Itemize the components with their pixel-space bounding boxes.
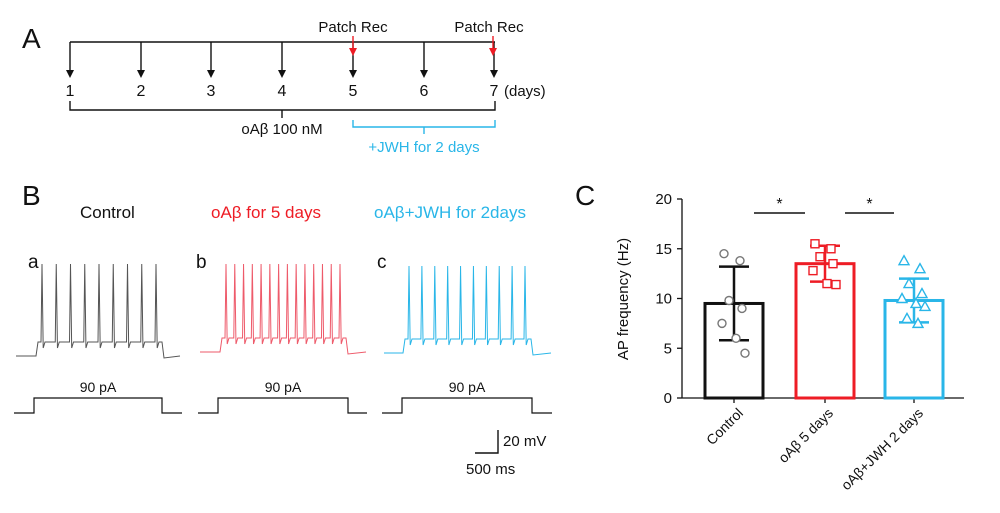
trace-title-oab-jwh: oAβ+JWH for 2days	[374, 203, 526, 222]
voltage-trace-oab-jwh	[384, 265, 552, 356]
day-label: 7	[490, 83, 499, 100]
x-tick-label: oAβ+JWH 2 days	[838, 405, 926, 493]
y-tick-label: 10	[655, 291, 672, 308]
y-tick-label: 5	[664, 340, 672, 357]
data-point	[909, 297, 923, 309]
stim-label: 90 pA	[80, 379, 117, 395]
patch-rec-label: Patch Rec	[454, 19, 524, 36]
day-label: 4	[278, 83, 287, 100]
data-point	[831, 279, 841, 290]
data-point	[918, 300, 932, 312]
day-label: 1	[66, 83, 75, 100]
stim-label: 90 pA	[449, 379, 486, 395]
significance-star: *	[776, 196, 782, 213]
days-unit: (days)	[504, 83, 546, 100]
treatment-label: oAβ 100 nM	[241, 121, 322, 138]
data-point	[915, 287, 929, 299]
day-label: 3	[207, 83, 216, 100]
scale-bar-time: 500 ms	[466, 461, 515, 478]
panel-a: A 1 2 3 4 5 6 7 (days) Patch Rec Patch R…	[22, 19, 546, 156]
timeline-arrow-head	[66, 70, 74, 78]
jwh-bracket	[352, 120, 496, 128]
data-point	[822, 278, 832, 289]
data-point	[810, 239, 820, 249]
panel-b: B Control oAβ for 5 days oAβ+JWH for 2da…	[14, 180, 552, 478]
timeline-arrow-head	[278, 70, 286, 78]
day-label: 6	[420, 83, 429, 100]
treatment-bracket	[69, 101, 496, 111]
day-labels: 1 2 3 4 5 6 7 (days)	[66, 83, 546, 100]
x-tick-label: Control	[703, 405, 746, 448]
data-point	[719, 249, 729, 259]
data-point	[740, 348, 750, 358]
data-point	[895, 292, 909, 304]
data-point	[897, 254, 911, 266]
patch-rec-label: Patch Rec	[318, 19, 388, 36]
data-point	[902, 277, 916, 289]
day-label: 2	[137, 83, 146, 100]
data-point	[900, 311, 914, 324]
stimulus-step-oab-jwh	[382, 397, 552, 414]
panel-b-letter: B	[22, 180, 41, 211]
trace-letter: c	[377, 252, 387, 273]
stimulus-step-control	[14, 397, 182, 414]
y-axis-label: AP frequency (Hz)	[615, 238, 632, 360]
x-tick-labels: Control oAβ 5 days oAβ+JWH 2 days	[703, 405, 926, 493]
data-point	[735, 255, 745, 266]
significance-star: *	[866, 196, 872, 213]
panel-c-letter: C	[575, 180, 595, 211]
patch-rec-arrow	[489, 36, 497, 56]
data-point	[808, 265, 818, 276]
significance-markers: * *	[754, 196, 894, 214]
data-points	[717, 239, 932, 358]
data-point	[724, 295, 734, 306]
jwh-label: +JWH for 2 days	[368, 139, 479, 156]
data-point	[737, 303, 747, 314]
data-point	[911, 316, 925, 329]
timeline-arrows	[66, 42, 498, 78]
data-point	[826, 244, 836, 254]
timeline-arrow-head	[420, 70, 428, 78]
trace-title-control: Control	[80, 203, 135, 222]
y-tick-label: 15	[655, 241, 672, 258]
patch-rec-arrow	[349, 36, 357, 56]
trace-title-oab: oAβ for 5 days	[211, 203, 321, 222]
trace-letter: a	[28, 252, 39, 273]
scale-bar	[475, 430, 499, 454]
x-tick-label: oAβ 5 days	[775, 405, 836, 466]
trace-letter: b	[196, 252, 207, 273]
y-tick-label: 0	[664, 390, 672, 407]
y-ticks: 0 5 10 15 20	[655, 191, 915, 407]
data-point	[828, 258, 838, 269]
timeline-arrow-head	[207, 70, 215, 78]
data-point	[913, 262, 927, 274]
data-point	[815, 252, 825, 262]
data-point	[731, 333, 741, 343]
stim-label: 90 pA	[265, 379, 302, 395]
timeline-arrow-head	[490, 70, 498, 78]
day-label: 5	[349, 83, 358, 100]
timeline-arrow-head	[349, 70, 357, 78]
data-point	[717, 318, 727, 329]
panel-a-letter: A	[22, 23, 41, 54]
stimulus-step-oab	[198, 397, 367, 414]
voltage-trace-control	[16, 263, 181, 359]
scale-bar-voltage: 20 mV	[503, 433, 546, 450]
y-tick-label: 20	[655, 191, 672, 208]
voltage-trace-oab	[200, 263, 367, 355]
timeline-arrow-head	[137, 70, 145, 78]
